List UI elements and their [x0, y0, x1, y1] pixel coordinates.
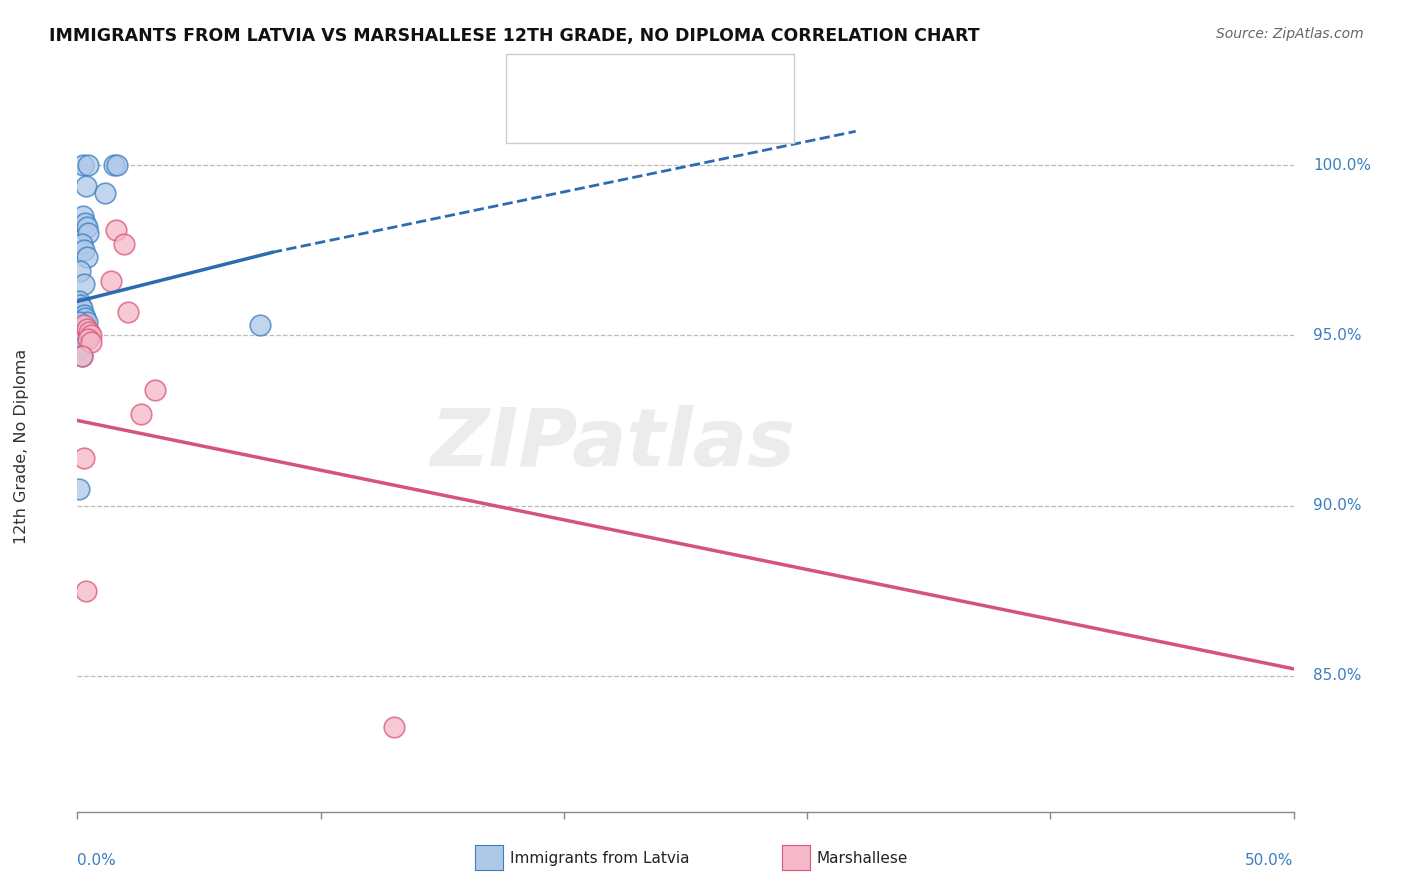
Point [249, 318, 271, 333]
Point [75, 311, 97, 326]
Point [77, 158, 100, 172]
Point [69, 264, 91, 278]
Point [76, 219, 98, 234]
Text: 0.0%: 0.0% [77, 853, 117, 868]
Point [105, 223, 128, 237]
Point [67, 294, 90, 309]
Point [76, 250, 98, 264]
Point [70, 349, 93, 363]
Point [112, 236, 135, 251]
Point [100, 274, 122, 288]
Point [77, 325, 100, 339]
Point [76, 227, 98, 241]
Point [77, 332, 100, 346]
Point [70, 236, 93, 251]
Point [70, 325, 93, 339]
Text: Immigrants from Latvia: Immigrants from Latvia [510, 851, 690, 865]
Point [69, 298, 91, 312]
Point [107, 158, 129, 172]
Text: Source: ZipAtlas.com: Source: ZipAtlas.com [1216, 27, 1364, 41]
Point [67, 482, 90, 496]
Text: 50.0%: 50.0% [1246, 853, 1294, 868]
Point [117, 304, 139, 318]
Point [143, 383, 166, 397]
Text: Marshallese: Marshallese [817, 851, 908, 865]
Point [67, 315, 90, 329]
Point [69, 321, 91, 335]
Point [73, 318, 96, 333]
Point [75, 583, 97, 598]
Point [94, 186, 117, 200]
Point [129, 407, 152, 421]
Text: 90.0%: 90.0% [1313, 498, 1361, 513]
Point [73, 216, 96, 230]
Point [73, 277, 96, 292]
Point [72, 158, 94, 172]
Point [75, 178, 97, 193]
Point [70, 349, 93, 363]
Point [72, 210, 94, 224]
Point [76, 315, 98, 329]
Point [73, 308, 96, 322]
Point [103, 158, 125, 172]
Point [70, 301, 93, 316]
Text: ZIPatlas: ZIPatlas [430, 405, 794, 483]
Text: 12th Grade, No Diploma: 12th Grade, No Diploma [14, 349, 28, 543]
Point [80, 335, 103, 350]
Point [80, 328, 103, 343]
Point [72, 328, 94, 343]
Text: R =   0.182   N = 31: R = 0.182 N = 31 [567, 78, 766, 96]
Text: IMMIGRANTS FROM LATVIA VS MARSHALLESE 12TH GRADE, NO DIPLOMA CORRELATION CHART: IMMIGRANTS FROM LATVIA VS MARSHALLESE 12… [49, 27, 980, 45]
Point [67, 342, 90, 356]
Point [73, 332, 96, 346]
Text: R = -0.458   N = 16: R = -0.458 N = 16 [567, 109, 756, 127]
Text: 100.0%: 100.0% [1313, 158, 1371, 173]
Point [67, 318, 90, 333]
Point [73, 450, 96, 465]
Point [76, 321, 98, 335]
Text: 95.0%: 95.0% [1313, 328, 1361, 343]
Point [382, 720, 405, 734]
Text: 85.0%: 85.0% [1313, 668, 1361, 683]
Point [73, 244, 96, 258]
